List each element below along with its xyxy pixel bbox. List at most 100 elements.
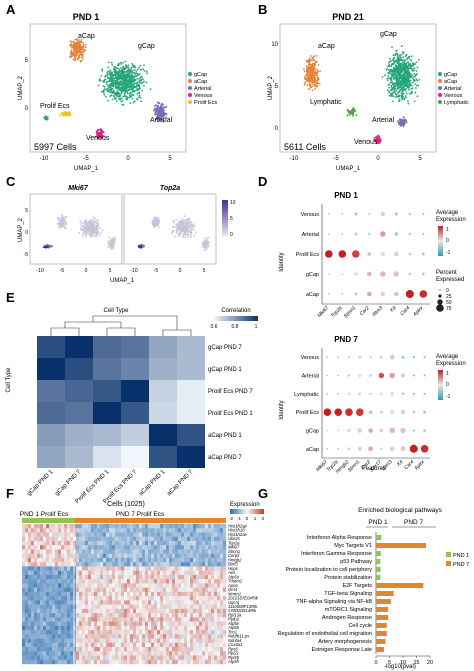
expression-cell bbox=[34, 587, 38, 593]
umap-point-gcap bbox=[398, 94, 400, 97]
expression-cell bbox=[34, 545, 38, 550]
umap-point-gcap bbox=[411, 76, 413, 78]
expression-cell bbox=[67, 600, 71, 605]
umap-point-gcap bbox=[112, 91, 115, 94]
expression-cell bbox=[151, 532, 155, 537]
expression-cell bbox=[187, 604, 191, 610]
expression-cell bbox=[211, 587, 215, 593]
expression-cell bbox=[94, 574, 98, 580]
expression-cell bbox=[175, 532, 179, 537]
expression-cell bbox=[196, 591, 200, 597]
dotplot-dot bbox=[338, 250, 347, 258]
umap-point-gcap bbox=[138, 79, 141, 82]
expression-cell bbox=[208, 549, 212, 554]
expression-cell bbox=[202, 600, 206, 605]
expression-cell bbox=[73, 579, 77, 584]
expression-cell bbox=[154, 540, 158, 546]
expression-cell bbox=[34, 540, 38, 546]
expression-cell bbox=[139, 587, 143, 593]
umap-point-gcap bbox=[138, 73, 141, 75]
umap-point-gcap bbox=[407, 56, 410, 59]
expression-cell bbox=[67, 553, 71, 559]
expression-cell bbox=[130, 536, 134, 542]
expression-cell bbox=[199, 596, 203, 601]
expression-cell bbox=[184, 596, 188, 601]
expression-cell bbox=[58, 562, 62, 567]
umap-point-gcap bbox=[119, 80, 122, 82]
expression-cell bbox=[187, 528, 191, 533]
expression-cell bbox=[214, 596, 218, 601]
expression-cell bbox=[172, 600, 176, 605]
expression-cell bbox=[151, 540, 155, 546]
umap-point-gcap bbox=[401, 71, 404, 73]
expression-cell bbox=[22, 596, 26, 601]
expression-cell bbox=[133, 587, 137, 593]
umap-point bbox=[81, 221, 83, 224]
expression-cell bbox=[37, 579, 41, 584]
heatmap-cell bbox=[65, 402, 93, 424]
expression-cell bbox=[193, 553, 197, 559]
umap-point bbox=[59, 223, 61, 226]
expression-cell bbox=[31, 604, 35, 610]
umap-point bbox=[186, 234, 189, 236]
umap-point-gcap bbox=[110, 87, 113, 90]
expression-cell bbox=[139, 540, 143, 546]
expression-cell bbox=[58, 600, 62, 605]
umap-point bbox=[152, 218, 155, 220]
umap-point-acap bbox=[69, 40, 72, 43]
pct-legend-dot bbox=[437, 299, 443, 305]
expression-cell bbox=[88, 587, 92, 593]
umap-point-arterial bbox=[155, 108, 158, 111]
expression-cell bbox=[49, 553, 53, 559]
panel-e-ylabel: Cell Type bbox=[6, 367, 12, 393]
expression-cell bbox=[199, 562, 203, 567]
dotplot-dot bbox=[366, 271, 372, 277]
expression-cell bbox=[190, 566, 194, 571]
umap-point-gcap bbox=[136, 87, 139, 90]
umap-point-acap bbox=[304, 78, 306, 81]
expression-cell bbox=[28, 562, 32, 567]
expression-cell bbox=[205, 545, 209, 550]
umap-point bbox=[65, 215, 68, 218]
expression-cell bbox=[169, 583, 173, 588]
expression-cell bbox=[136, 574, 140, 580]
umap-point-arterial bbox=[159, 109, 162, 112]
panel-b-xtick: 5 bbox=[418, 156, 422, 162]
umap-point-acap bbox=[315, 60, 318, 63]
expression-cell bbox=[118, 587, 122, 593]
expression-cell bbox=[118, 604, 122, 610]
expression-cell bbox=[34, 549, 38, 554]
umap-point-gcap bbox=[135, 70, 138, 72]
expression-cell bbox=[178, 596, 182, 601]
expression-cell bbox=[121, 532, 125, 537]
expression-cell bbox=[211, 566, 215, 571]
umap-point-gcap bbox=[396, 62, 399, 65]
expression-cell bbox=[61, 574, 65, 580]
expression-cell bbox=[94, 591, 98, 597]
panel-letter-d: D bbox=[258, 174, 267, 189]
umap-point bbox=[57, 219, 60, 222]
expression-cell bbox=[52, 524, 56, 529]
dotplot-dot bbox=[393, 251, 399, 257]
umap-point-gcap bbox=[113, 82, 116, 84]
dotplot-dot bbox=[400, 427, 406, 434]
umap-point-arterial bbox=[402, 122, 404, 125]
expression-cell bbox=[169, 574, 173, 580]
umap-point-prolif bbox=[62, 112, 64, 114]
umap-point-gcap bbox=[387, 72, 389, 74]
expression-cell bbox=[97, 583, 101, 588]
expression-cell bbox=[85, 549, 89, 554]
expression-cell bbox=[157, 536, 161, 542]
umap-point-acap bbox=[83, 50, 86, 53]
umap-point-gcap bbox=[109, 90, 112, 92]
umap-point-gcap bbox=[103, 86, 106, 88]
expression-cell bbox=[106, 600, 110, 605]
umap-point-gcap bbox=[109, 95, 112, 98]
umap-point-gcap bbox=[394, 82, 397, 85]
panel-b-title: PND 21 bbox=[332, 12, 364, 22]
expression-cell bbox=[91, 596, 95, 601]
expression-cell bbox=[127, 574, 131, 580]
expression-cell bbox=[154, 545, 158, 550]
